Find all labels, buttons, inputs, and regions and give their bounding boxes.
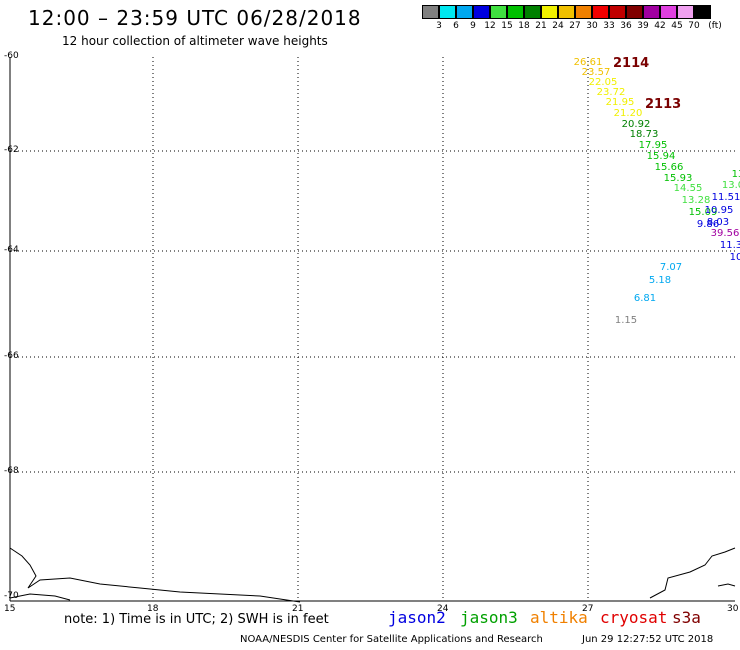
pass-number-label: 2114	[613, 56, 650, 71]
color-scale-swatches	[422, 5, 711, 19]
wave-height-value: 17.95	[638, 140, 668, 151]
map-title: 12:00 – 23:59 UTC 06/28/2018	[28, 6, 362, 30]
latitude-label: -66	[4, 351, 19, 361]
wave-height-value: 15.09	[688, 207, 718, 218]
wave-height-value: 21.95	[605, 97, 635, 108]
scale-swatch	[473, 5, 490, 19]
mission-legend-item: altika	[530, 608, 588, 627]
latitude-label: -68	[4, 466, 19, 476]
scale-swatch	[592, 5, 609, 19]
scale-label: 3	[436, 21, 442, 31]
mission-legend-item: jason2	[388, 608, 446, 627]
scale-swatch	[660, 5, 677, 19]
wave-height-value: 26.61	[573, 57, 603, 68]
scale-label: 70	[688, 21, 700, 31]
mission-legend-item: cryosat	[600, 608, 668, 627]
scale-swatch	[694, 5, 711, 19]
scale-label: 6	[453, 21, 459, 31]
wave-height-value: 13.0	[721, 180, 740, 191]
longitude-label: 18	[147, 604, 159, 614]
latitude-label: -70	[4, 591, 19, 601]
wave-height-value: 1.15	[614, 315, 638, 326]
scale-label: 27	[569, 21, 581, 31]
wave-height-value: 6.81	[633, 293, 657, 304]
longitude-label: 15	[4, 604, 16, 614]
scale-label: 9	[470, 21, 476, 31]
scale-swatch	[524, 5, 541, 19]
longitude-label: 24	[437, 604, 449, 614]
longitude-label: 21	[292, 604, 304, 614]
wave-height-value: 7.07	[659, 262, 683, 273]
scale-label: 18	[518, 21, 530, 31]
scale-swatch	[609, 5, 626, 19]
scale-label: 15	[501, 21, 513, 31]
scale-label: 42	[654, 21, 666, 31]
scale-label: 33	[603, 21, 615, 31]
wave-height-value: 10	[729, 252, 740, 263]
scale-swatch	[422, 5, 439, 19]
wave-height-value: 39.56	[710, 228, 740, 239]
wave-height-value: 18.73	[629, 129, 659, 140]
map-subtitle: 12 hour collection of altimeter wave hei…	[62, 34, 328, 48]
mission-legend-item: s3a	[672, 608, 701, 627]
legend-note: note: 1) Time is in UTC; 2) SWH is in fe…	[64, 612, 329, 627]
scale-label: 12	[484, 21, 496, 31]
scale-swatch	[643, 5, 660, 19]
scale-swatch	[541, 5, 558, 19]
scale-label: 30	[586, 21, 598, 31]
scale-swatch	[507, 5, 524, 19]
scale-swatch	[439, 5, 456, 19]
scale-swatch	[490, 5, 507, 19]
wave-height-value: 20.92	[621, 119, 651, 130]
scale-label: 45	[671, 21, 683, 31]
graticule	[10, 57, 735, 601]
wave-height-value: 15.66	[654, 162, 684, 173]
wave-height-value: 10.95	[704, 205, 734, 216]
mission-legend-item: jason3	[460, 608, 518, 627]
scale-label: 36	[620, 21, 632, 31]
wave-height-value: 8.03	[706, 217, 730, 228]
scale-swatch	[626, 5, 643, 19]
wave-height-value: 11.3	[719, 240, 740, 251]
footer-timestamp: Jun 29 12:27:52 UTC 2018	[582, 634, 714, 645]
latitude-label: -64	[4, 245, 19, 255]
pass-number-label: 2113	[645, 97, 682, 112]
scale-swatch	[677, 5, 694, 19]
wave-height-value: 11.51	[711, 192, 740, 203]
color-scale-legend: 3 6 9 12 15 18 21 24 27 30 33 36 39 42 45 70 (ft)	[422, 5, 722, 31]
scale-swatch	[558, 5, 575, 19]
wave-height-value: 15.93	[663, 173, 693, 184]
wave-height-value: 13	[731, 169, 740, 180]
wave-height-value: 13.28	[681, 195, 711, 206]
scale-swatch	[575, 5, 592, 19]
latitude-label: -62	[4, 145, 19, 155]
wave-height-value: 9.86	[696, 219, 720, 230]
scale-swatch	[456, 5, 473, 19]
scale-label: 24	[552, 21, 564, 31]
scale-label: 39	[637, 21, 649, 31]
longitude-label: 27	[582, 604, 594, 614]
wave-height-value: 21.20	[613, 108, 643, 119]
coastline	[9, 547, 736, 603]
wave-height-value: 5.18	[648, 275, 672, 286]
longitude-label: 30	[727, 604, 739, 614]
wave-height-value: 22.05	[588, 77, 618, 88]
scale-label: 21	[535, 21, 547, 31]
color-scale-labels: 3 6 9 12 15 18 21 24 27 30 33 36 39 42 45 70 (ft)	[422, 19, 722, 31]
wave-height-value: 23.57	[581, 67, 611, 78]
latitude-label: -60	[4, 51, 19, 61]
wave-height-value: 23.72	[596, 87, 626, 98]
wave-height-value: 14.55	[673, 183, 703, 194]
wave-height-value: 15.94	[646, 151, 676, 162]
scale-unit: (ft)	[708, 21, 722, 31]
footer-credit: NOAA/NESDIS Center for Satellite Applica…	[240, 634, 543, 645]
